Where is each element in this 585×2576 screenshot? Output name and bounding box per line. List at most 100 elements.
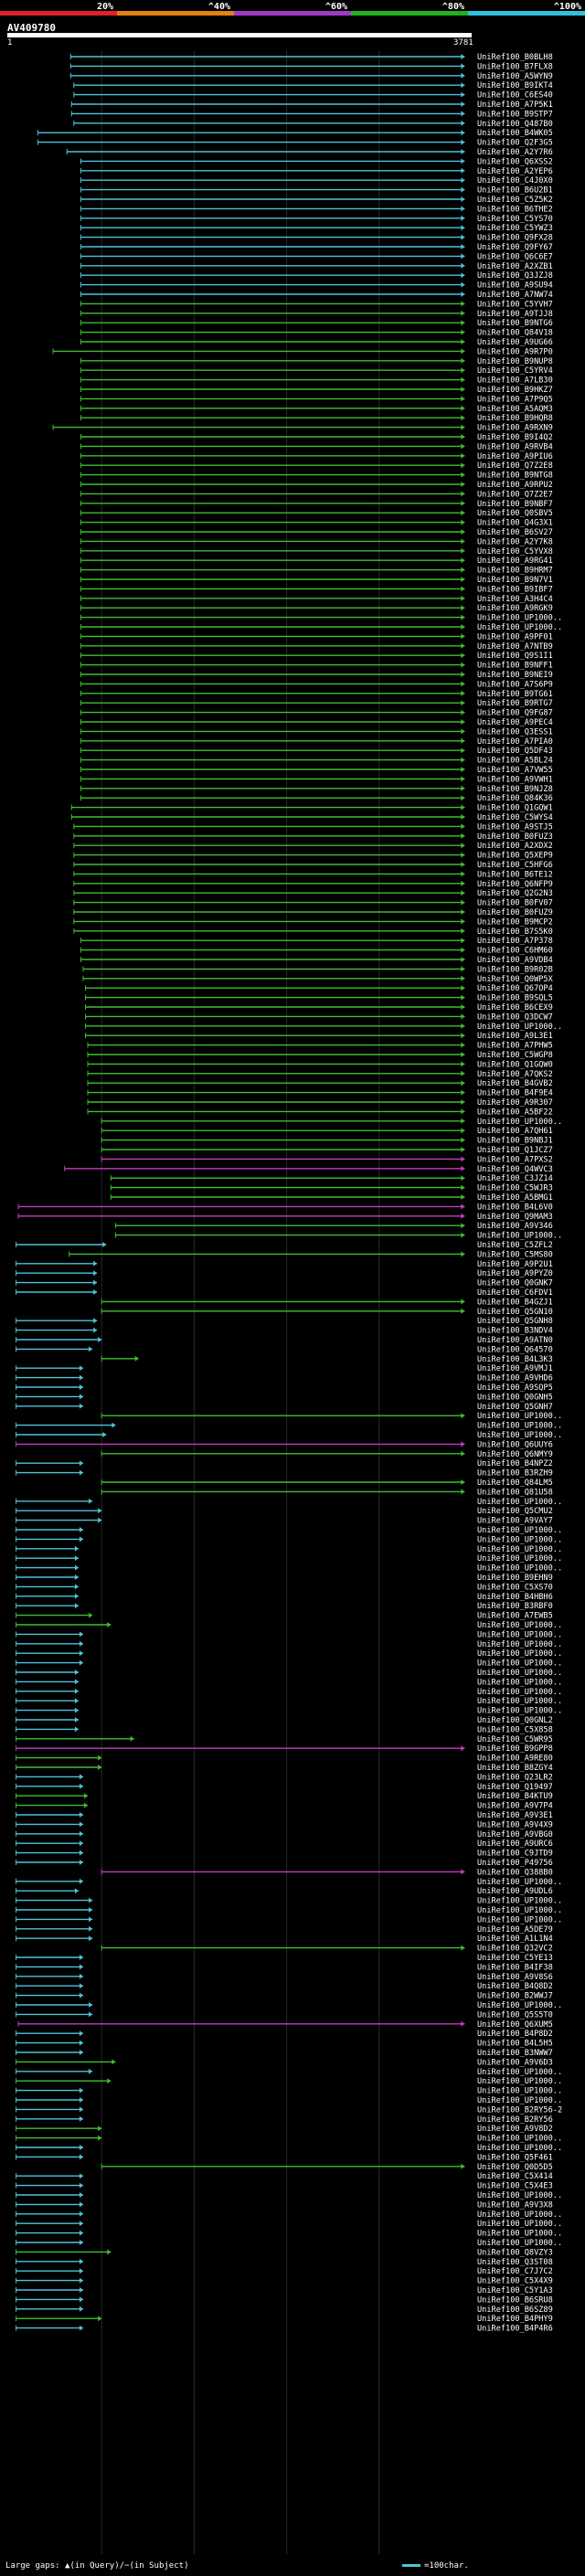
hit-label[interactable]: UniRef100_C6FDV1 [477, 1288, 553, 1298]
hit-label[interactable]: UniRef100_A7QH61 [477, 1127, 553, 1136]
hit-label[interactable]: UniRef100_UP1000.. [477, 1897, 562, 1906]
hit-label[interactable]: UniRef100_B9NTG8 [477, 472, 553, 481]
hit-label[interactable]: UniRef100_A7P5K1 [477, 101, 553, 110]
hit-label[interactable]: UniRef100_UP1000.. [477, 1545, 562, 1554]
hit-label[interactable]: UniRef100_B9NJZ8 [477, 785, 553, 794]
hit-label[interactable]: UniRef100_B3RBF0 [477, 1602, 553, 1611]
hit-label[interactable]: UniRef100_UP1000.. [477, 1906, 562, 1915]
hit-label[interactable]: UniRef100_UP1000.. [477, 1688, 562, 1697]
hit-label[interactable]: UniRef100_B9EHN9 [477, 1574, 553, 1583]
hit-label[interactable]: UniRef100_Q6XSS2 [477, 157, 553, 166]
hit-label[interactable]: UniRef100_B9R02B [477, 965, 553, 974]
hit-label[interactable]: UniRef100_A9V3X8 [477, 2200, 553, 2210]
hit-label[interactable]: UniRef100_Q9S1I1 [477, 652, 553, 661]
hit-label[interactable]: UniRef100_C5WYS4 [477, 813, 553, 822]
hit-label[interactable]: UniRef100_B9GPP8 [477, 1744, 553, 1754]
hit-label[interactable]: UniRef100_UP1000.. [477, 2210, 562, 2220]
hit-label[interactable]: UniRef100_A2YEP6 [477, 167, 553, 176]
hit-label[interactable]: UniRef100_Q9FY67 [477, 243, 553, 252]
hit-label[interactable]: UniRef100_A9RGK9 [477, 604, 553, 613]
hit-label[interactable]: UniRef100_UP1000.. [477, 1621, 562, 1630]
hit-label[interactable]: UniRef100_Q84LM5 [477, 1479, 553, 1488]
hit-label[interactable]: UniRef100_UP1000.. [477, 623, 562, 632]
hit-label[interactable]: UniRef100_A5DE79 [477, 1925, 553, 1935]
hit-label[interactable]: UniRef100_C5MS80 [477, 1250, 553, 1259]
hit-label[interactable]: UniRef100_B4NPZ2 [477, 1459, 553, 1468]
hit-label[interactable]: UniRef100_C5X858 [477, 1725, 553, 1734]
hit-label[interactable]: UniRef100_Q2G2N3 [477, 889, 553, 898]
hit-label[interactable]: UniRef100_B6SZ89 [477, 2306, 553, 2315]
hit-label[interactable]: UniRef100_C5YVH7 [477, 300, 553, 309]
hit-label[interactable]: UniRef100_B9SQL5 [477, 994, 553, 1003]
hit-label[interactable]: UniRef100_A9VMJ1 [477, 1364, 553, 1373]
hit-label[interactable]: UniRef100_UP1000.. [477, 2001, 562, 2010]
hit-label[interactable]: UniRef100_B9NFF1 [477, 662, 553, 671]
hit-label[interactable]: UniRef100_B0FV07 [477, 899, 553, 908]
hit-label[interactable]: UniRef100_A9VAY7 [477, 1517, 553, 1526]
hit-label[interactable]: UniRef100_B9HQR8 [477, 414, 553, 423]
hit-label[interactable]: UniRef100_C5X4X9 [477, 2277, 553, 2286]
hit-label[interactable]: UniRef100_C5WJR3 [477, 1184, 553, 1193]
hit-label[interactable]: UniRef100_B4L6V0 [477, 1203, 553, 1212]
hit-label[interactable]: UniRef100_B4IF38 [477, 1963, 553, 1972]
hit-label[interactable]: UniRef100_B3NDV4 [477, 1327, 553, 1336]
hit-label[interactable]: UniRef100_A9ATN0 [477, 1336, 553, 1345]
hit-label[interactable]: UniRef100_A5AQM3 [477, 405, 553, 414]
hit-label[interactable]: UniRef100_P49756 [477, 1859, 553, 1868]
hit-label[interactable]: UniRef100_UP1000.. [477, 1878, 562, 1887]
hit-label[interactable]: UniRef100_A9VDB4 [477, 956, 553, 965]
hit-label[interactable]: UniRef100_Q5F461 [477, 2153, 553, 2162]
hit-label[interactable]: UniRef100_C5HFG6 [477, 861, 553, 870]
hit-label[interactable]: UniRef100_UP1000.. [477, 1659, 562, 1669]
hit-label[interactable]: UniRef100_A9STJ5 [477, 822, 553, 832]
hit-label[interactable]: UniRef100_B4L3K3 [477, 1355, 553, 1364]
hit-label[interactable]: UniRef100_A7NW74 [477, 291, 553, 300]
hit-label[interactable]: UniRef100_Q487B0 [477, 120, 553, 129]
hit-label[interactable]: UniRef100_Q6NFP9 [477, 880, 553, 889]
hit-label[interactable]: UniRef100_UP1000.. [477, 2087, 562, 2096]
hit-label[interactable]: UniRef100_B9HKZ7 [477, 386, 553, 395]
hit-label[interactable]: UniRef100_UP1000.. [477, 1412, 562, 1421]
hit-label[interactable]: UniRef100_A9RG41 [477, 557, 553, 566]
hit-label[interactable]: UniRef100_B4GVB2 [477, 1079, 553, 1088]
hit-label[interactable]: UniRef100_B4PHY9 [477, 2315, 553, 2324]
hit-label[interactable]: UniRef100_A9V6D3 [477, 2058, 553, 2067]
hit-label[interactable]: UniRef100_A9PYZ0 [477, 1269, 553, 1278]
hit-label[interactable]: UniRef100_A7QKS2 [477, 1070, 553, 1079]
hit-label[interactable]: UniRef100_C5X414 [477, 2172, 553, 2181]
hit-label[interactable]: UniRef100_A7LB30 [477, 376, 553, 386]
hit-label[interactable]: UniRef100_Q0D5D5 [477, 2163, 553, 2172]
hit-label[interactable]: UniRef100_UP1000.. [477, 2220, 562, 2229]
hit-label[interactable]: UniRef100_B4Q8D2 [477, 1982, 553, 1991]
hit-label[interactable]: UniRef100_UP1000.. [477, 1422, 562, 1431]
hit-label[interactable]: UniRef100_C5YS70 [477, 215, 553, 224]
hit-label[interactable]: UniRef100_C5Z5K2 [477, 196, 553, 205]
hit-label[interactable]: UniRef100_Q5S5T0 [477, 2010, 553, 2019]
hit-label[interactable]: UniRef100_Q8VZY3 [477, 2248, 553, 2257]
hit-label[interactable]: UniRef100_C5Y1A3 [477, 2286, 553, 2295]
hit-label[interactable]: UniRef100_A7VW55 [477, 766, 553, 775]
hit-label[interactable]: UniRef100_B9I4Q2 [477, 433, 553, 442]
hit-label[interactable]: UniRef100_B4P4R6 [477, 2325, 553, 2334]
hit-label[interactable]: UniRef100_C5WGP8 [477, 1051, 553, 1060]
hit-label[interactable]: UniRef100_Q5CMU2 [477, 1507, 553, 1516]
hit-label[interactable]: UniRef100_B9NBJ1 [477, 1137, 553, 1146]
hit-label[interactable]: UniRef100_A9V3E1 [477, 1811, 553, 1820]
hit-label[interactable]: UniRef100_A9V8S6 [477, 1973, 553, 1982]
hit-label[interactable]: UniRef100_A7S6P9 [477, 680, 553, 689]
hit-label[interactable]: UniRef100_C3JZ14 [477, 1174, 553, 1183]
hit-label[interactable]: UniRef100_Q5DF43 [477, 747, 553, 756]
hit-label[interactable]: UniRef100_UP1000.. [477, 2068, 562, 2077]
hit-label[interactable]: UniRef100_B7FLX8 [477, 62, 553, 71]
hit-label[interactable]: UniRef100_B9N7V1 [477, 576, 553, 585]
hit-label[interactable]: UniRef100_UP1000.. [477, 1630, 562, 1639]
hit-label[interactable]: UniRef100_UP1000.. [477, 1118, 562, 1127]
hit-label[interactable]: UniRef100_UP1000.. [477, 1498, 562, 1507]
hit-label[interactable]: UniRef100_A9L3E1 [477, 1032, 553, 1041]
hit-label[interactable]: UniRef100_A7PHW5 [477, 1042, 553, 1051]
hit-label[interactable]: UniRef100_B2RY56 [477, 2115, 553, 2125]
hit-label[interactable]: UniRef100_Q67OP4 [477, 984, 553, 993]
hit-label[interactable]: UniRef100_A2XDX2 [477, 842, 553, 851]
hit-label[interactable]: UniRef100_B9IKT4 [477, 81, 553, 90]
hit-label[interactable]: UniRef100_A5BL24 [477, 757, 553, 766]
